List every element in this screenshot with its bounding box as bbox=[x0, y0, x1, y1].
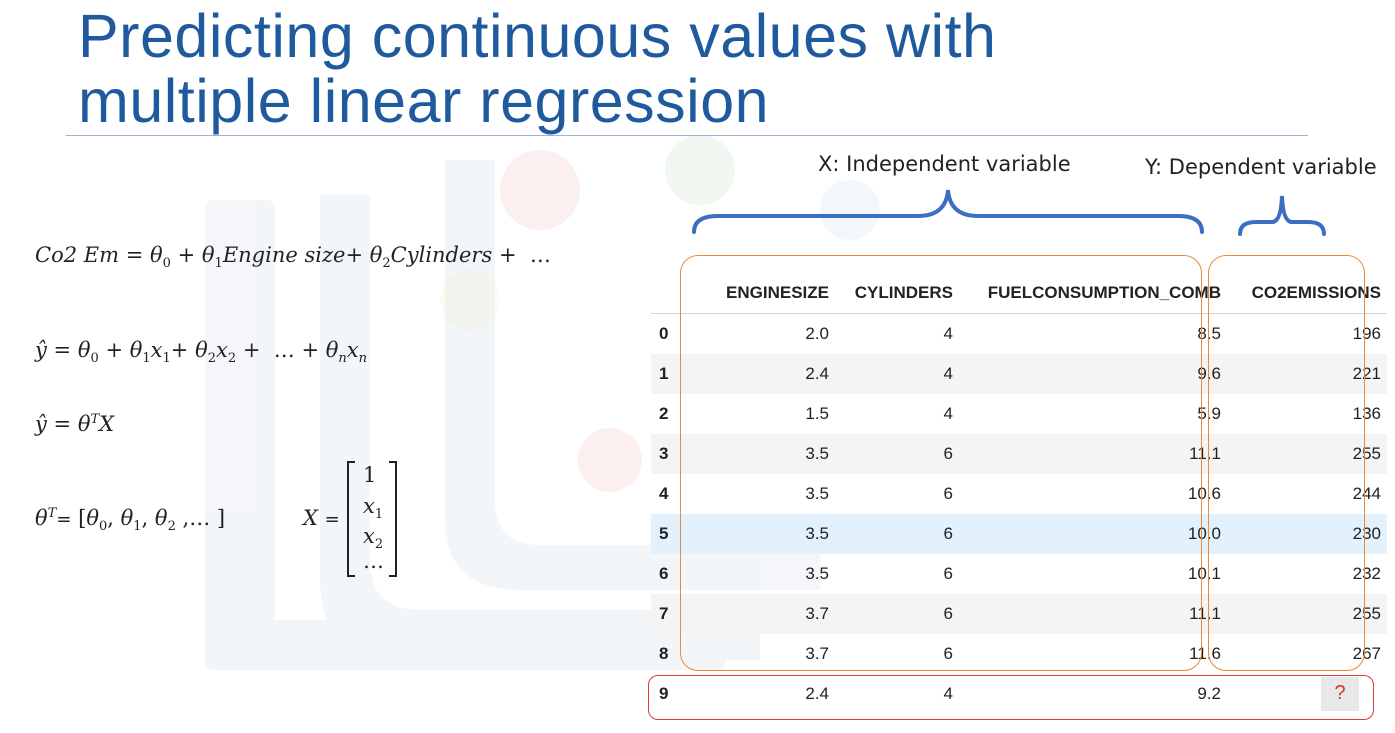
co2-engine-term: Engine size bbox=[222, 243, 346, 267]
table-header-row: ENGINESIZE CYLINDERS FUELCONSUMPTION_COM… bbox=[651, 273, 1387, 314]
cell-co2emissions: 255 bbox=[1227, 434, 1387, 474]
cell-co2emissions: 196 bbox=[1352, 324, 1381, 343]
row-index: 6 bbox=[659, 564, 669, 583]
cell-cylinders: 6 bbox=[943, 564, 953, 583]
data-table: ENGINESIZE CYLINDERS FUELCONSUMPTION_COM… bbox=[651, 273, 1387, 714]
cell-cylinders: 6 bbox=[943, 644, 953, 663]
title-line-2: multiple linear regression bbox=[78, 67, 770, 135]
cell-cylinders: 4 bbox=[943, 404, 953, 423]
table-row: 1 2.4 4 9.6 221 bbox=[651, 354, 1387, 394]
cell-co2emissions: 221 bbox=[1227, 354, 1387, 394]
cell-co2emissions: 136 bbox=[1352, 404, 1381, 423]
cell-cylinders: 6 bbox=[943, 484, 953, 503]
cell-fuelconsumption: 10.1 bbox=[1187, 564, 1221, 583]
cell-co2emissions: 255 bbox=[1227, 594, 1387, 634]
column-header-enginesize: ENGINESIZE bbox=[691, 273, 835, 314]
cell-cylinders: 4 bbox=[943, 324, 953, 343]
table-row: 0 2.0 4 8.5 196 bbox=[651, 314, 1387, 355]
yhat-matrix-equation: ŷ = θTX bbox=[35, 412, 115, 436]
unknown-value-marker: ? bbox=[1321, 677, 1359, 711]
co2-equation: Co2 Em = θ0 + θ1Engine size+ θ2Cylinders… bbox=[35, 243, 551, 272]
co2-ellipsis: … bbox=[529, 243, 551, 267]
row-index: 0 bbox=[659, 324, 669, 343]
table-row: 6 3.5 6 10.1 232 bbox=[651, 554, 1387, 594]
cell-enginesize: 1.5 bbox=[805, 404, 829, 423]
table-row: 2 1.5 4 5.9 136 bbox=[651, 394, 1387, 434]
table-row-prediction: 9 2.4 4 9.2 bbox=[651, 674, 1387, 714]
table-row: 3 3.5 6 11.1 255 bbox=[651, 434, 1387, 474]
row-index: 8 bbox=[659, 644, 669, 663]
cell-cylinders: 6 bbox=[835, 434, 959, 474]
cell-fuelconsumption: 5.9 bbox=[1197, 404, 1221, 423]
cell-enginesize: 3.5 bbox=[805, 564, 829, 583]
cell-enginesize: 3.5 bbox=[805, 484, 829, 503]
cell-fuelconsumption: 10.0 bbox=[959, 514, 1227, 554]
table-row-highlighted: 5 3.5 6 10.0 230 bbox=[651, 514, 1387, 554]
row-index: 7 bbox=[651, 594, 691, 634]
independent-variables-box bbox=[680, 255, 1202, 671]
theta-vector-equation: θT= [θ0, θ1, θ2 ,… ] bbox=[35, 506, 226, 535]
independent-brace-icon bbox=[692, 189, 1204, 234]
table-row: 7 3.7 6 11.1 255 bbox=[651, 594, 1387, 634]
cell-co2emissions: 230 bbox=[1227, 514, 1387, 554]
column-header-co2emissions: CO2EMISSIONS bbox=[1227, 273, 1387, 314]
cell-fuelconsumption: 10.6 bbox=[1187, 484, 1221, 503]
cell-fuelconsumption: 11.1 bbox=[959, 594, 1227, 634]
row-index: 1 bbox=[651, 354, 691, 394]
cell-enginesize: 3.7 bbox=[805, 644, 829, 663]
cell-co2emissions: 232 bbox=[1352, 564, 1381, 583]
yhat-sum-equation: ŷ = θ0 + θ1x1+ θ2x2 + … + θnxn bbox=[35, 338, 368, 367]
x-vector-label: X = bbox=[303, 506, 340, 530]
prediction-row-box bbox=[648, 675, 1374, 720]
title-divider bbox=[66, 135, 1308, 136]
x-column-matrix: 1 x1 x2 … bbox=[347, 461, 397, 577]
cell-enginesize: 3.5 bbox=[691, 434, 835, 474]
row-index: 3 bbox=[651, 434, 691, 474]
co2-lhs: Co2 Em bbox=[35, 243, 119, 267]
co2-cylinders-term: Cylinders bbox=[390, 243, 493, 267]
row-index: 5 bbox=[651, 514, 691, 554]
cell-fuelconsumption: 11.1 bbox=[959, 434, 1227, 474]
dependent-brace-icon bbox=[1238, 195, 1326, 236]
cell-co2emissions: 244 bbox=[1352, 484, 1381, 503]
cell-cylinders: 4 bbox=[943, 684, 953, 703]
cell-cylinders: 6 bbox=[835, 594, 959, 634]
slide-title: Predicting continuous values with multip… bbox=[78, 4, 996, 134]
cell-cylinders: 4 bbox=[835, 354, 959, 394]
dependent-variable-box bbox=[1208, 255, 1365, 671]
row-index: 4 bbox=[659, 484, 669, 503]
row-index: 2 bbox=[659, 404, 669, 423]
cell-fuelconsumption: 8.5 bbox=[1197, 324, 1221, 343]
cell-enginesize: 3.5 bbox=[691, 514, 835, 554]
cell-enginesize: 2.4 bbox=[691, 354, 835, 394]
independent-variable-label: X: Independent variable bbox=[818, 152, 1071, 176]
column-header-index bbox=[651, 273, 691, 314]
column-header-cylinders: CYLINDERS bbox=[835, 273, 959, 314]
title-line-1: Predicting continuous values with bbox=[78, 2, 997, 70]
table-row: 4 3.5 6 10.6 244 bbox=[651, 474, 1387, 514]
cell-enginesize: 3.7 bbox=[691, 594, 835, 634]
cell-fuelconsumption: 9.2 bbox=[1197, 684, 1221, 703]
dependent-variable-label: Y: Dependent variable bbox=[1145, 155, 1377, 179]
cell-fuelconsumption: 9.6 bbox=[959, 354, 1227, 394]
cell-cylinders: 6 bbox=[835, 514, 959, 554]
cell-enginesize: 2.0 bbox=[805, 324, 829, 343]
row-index: 9 bbox=[659, 684, 669, 703]
cell-enginesize: 2.4 bbox=[805, 684, 829, 703]
column-header-fuelconsumption: FUELCONSUMPTION_COMB bbox=[959, 273, 1227, 314]
